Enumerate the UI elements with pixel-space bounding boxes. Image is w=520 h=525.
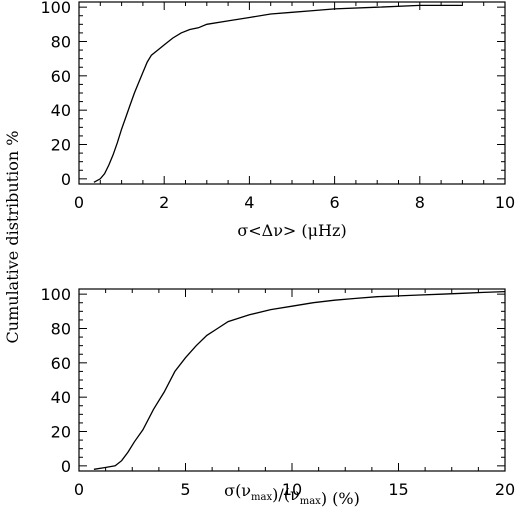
x-axis-label: σ<Δν> (μHz) xyxy=(237,221,346,240)
x-tick-label: 6 xyxy=(330,193,340,212)
plot-frame xyxy=(78,288,506,472)
x-tick-label: 5 xyxy=(180,480,190,499)
x-tick-label: 4 xyxy=(244,193,254,212)
x-tick-label: 0 xyxy=(74,480,84,499)
x-tick-label: 15 xyxy=(388,480,408,499)
x-tick-label: 0 xyxy=(74,193,84,212)
y-tick-label: 100 xyxy=(40,285,71,304)
y-tick-label: 0 xyxy=(61,457,71,476)
plot-frame xyxy=(78,1,506,185)
x-tick-label: 10 xyxy=(495,193,515,212)
y-tick-label: 0 xyxy=(61,170,71,189)
y-tick-label: 20 xyxy=(51,136,71,155)
y-tick-label: 60 xyxy=(51,67,71,86)
y-tick-label: 80 xyxy=(51,319,71,338)
cumulative-distribution-line xyxy=(93,4,463,183)
y-axis-label: Cumulative distribution % xyxy=(3,131,22,344)
y-tick-label: 20 xyxy=(51,423,71,442)
y-tick-label: 100 xyxy=(40,0,71,17)
cumulative-distribution-line xyxy=(93,290,506,470)
x-tick-label: 10 xyxy=(282,480,302,499)
x-tick-label: 8 xyxy=(415,193,425,212)
y-tick-label: 40 xyxy=(51,388,71,407)
x-axis-label: σ(νmax)/(νmax) (%) xyxy=(224,481,360,508)
x-tick-label: 20 xyxy=(495,480,515,499)
y-tick-label: 60 xyxy=(51,354,71,373)
x-tick-label: 2 xyxy=(159,193,169,212)
y-tick-label: 40 xyxy=(51,101,71,120)
y-tick-label: 80 xyxy=(51,32,71,51)
bottom-panel: 0 5 10 15 20 0 20 40 60 80 100 σ(νmax)/(νmax) (%) xyxy=(40,285,515,508)
